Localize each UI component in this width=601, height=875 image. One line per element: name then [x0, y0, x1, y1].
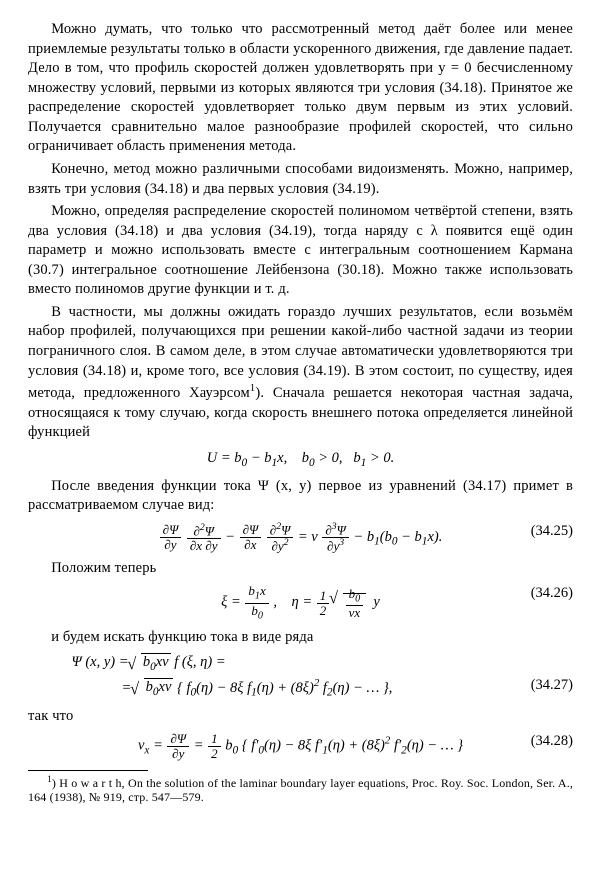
- paragraph-6: Положим теперь: [28, 559, 573, 579]
- paragraph-7: и будем искать функцию тока в виде ряда: [28, 628, 573, 648]
- eqnum-34-28: (34.28): [531, 732, 573, 752]
- equation-34-25: ∂Ψ∂y ∂2Ψ∂x ∂y − ∂Ψ∂x ∂2Ψ∂y2 = ν ∂3Ψ∂y3 −…: [28, 522, 573, 553]
- eqnum-34-27: (34.27): [531, 676, 573, 696]
- equation-34-26: ξ = b1xb0 , η = 12 b0νx y (34.26): [28, 584, 573, 621]
- paragraph-8: так что: [28, 707, 573, 727]
- equation-34-28: vx = ∂Ψ∂y = 12 b0 { f′0(η) − 8ξ f′1(η) +…: [28, 732, 573, 760]
- footnote-1: 1) H o w a r t h, On the solution of the…: [28, 774, 573, 805]
- equation-U: U = b0 − b1x, b0 > 0, b1 > 0.: [28, 449, 573, 471]
- paragraph-2: Конечно, метод можно различными способам…: [28, 160, 573, 199]
- eqnum-34-25: (34.25): [531, 522, 573, 542]
- footnote-separator: [28, 770, 148, 771]
- paragraph-1: Можно думать, что только что рассмотренн…: [28, 20, 573, 157]
- paragraph-3: Можно, определяя распределение скоростей…: [28, 202, 573, 300]
- paragraph-4: В частности, мы должны ожидать гораздо л…: [28, 303, 573, 443]
- eqnum-34-26: (34.26): [531, 584, 573, 604]
- equation-34-27: Ψ (x, y) = b0xν f (ξ, η) = = b0xν { f0(η…: [28, 653, 573, 700]
- paragraph-5: После введения функции тока Ψ (x, y) пер…: [28, 477, 573, 516]
